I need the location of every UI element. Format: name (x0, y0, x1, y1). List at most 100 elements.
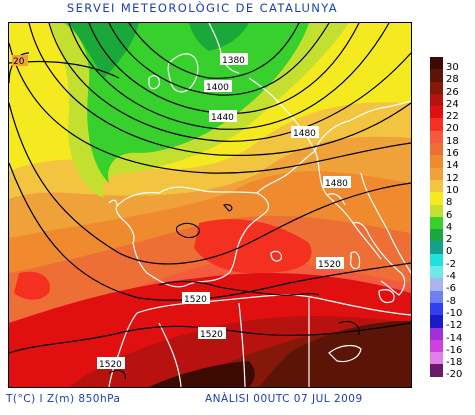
temp-zone-30 (149, 361, 255, 387)
legend-swatch (430, 266, 443, 279)
legend-swatch (430, 229, 443, 242)
contour-label-box (220, 53, 248, 65)
iberian-peninsula-coast (115, 186, 270, 288)
legend-label: 14 (446, 160, 459, 172)
legend-row: 20 (430, 118, 475, 134)
legend-row: -14 (430, 327, 475, 344)
contour-label-box (291, 126, 319, 138)
legend-swatch (430, 352, 443, 365)
legend-swatch (430, 130, 443, 144)
legend-row: 0 (430, 241, 475, 257)
temperature-map: 20 1380 1400 1440 1480 1480 1520 1520 15… (8, 22, 412, 388)
contour-label-box (182, 292, 210, 304)
legend-swatch (430, 81, 443, 94)
contour-label-box (97, 357, 125, 369)
legend-row: -8 (430, 290, 475, 307)
legend-label: -14 (446, 332, 463, 344)
terrain-outline-sw (108, 370, 126, 380)
contour-label-box (316, 257, 344, 269)
legend-swatch (430, 93, 443, 107)
africa-borders (158, 297, 310, 387)
legend-swatch (430, 253, 443, 267)
temp-zone-2-north (189, 23, 249, 51)
legend-swatch (430, 339, 443, 353)
contour-1360 (128, 23, 300, 79)
legend-label: 8 (446, 197, 453, 209)
legend-swatch (430, 290, 443, 303)
contour-label-1440: 1440 (211, 113, 234, 123)
legend-label: 20 (446, 123, 459, 135)
legend-row: -18 (430, 352, 475, 368)
legend-row: 30 (430, 57, 475, 73)
map-variable-label: T(°C) I Z(m) 850hPa (6, 393, 121, 405)
legend-row: -4 (430, 266, 475, 282)
contour-1500 (9, 102, 411, 265)
map-canvas: 20 1380 1400 1440 1480 1480 1520 1520 15… (9, 23, 411, 387)
legend-swatch (430, 167, 443, 180)
sicily (378, 289, 395, 304)
contour-label-1380: 1380 (222, 56, 245, 66)
corsica-sardinia (350, 251, 361, 270)
balearic-islands (270, 250, 282, 262)
legend-row: 2 (430, 229, 475, 245)
contour-label-1520-east: 1520 (318, 260, 341, 270)
legend-swatch (430, 57, 443, 70)
legend-swatch (430, 364, 443, 377)
legend-row: -16 (430, 339, 475, 356)
contour-label-1400: 1400 (206, 83, 229, 93)
legend-row: 26 (430, 81, 475, 98)
temp-zone-20-atlantic (14, 271, 50, 300)
legend-label: 4 (446, 221, 453, 233)
legend-row: 12 (430, 167, 475, 184)
terrain-outline-iberia (175, 222, 200, 239)
legend-label: 28 (446, 74, 459, 86)
legend-label: 16 (446, 148, 459, 160)
ireland (148, 75, 160, 90)
contour-label-1480: 1480 (293, 129, 316, 139)
legend-label: 24 (446, 98, 459, 110)
legend-swatch (430, 204, 443, 217)
legend-swatch (430, 192, 443, 205)
alps-border (326, 193, 370, 236)
terrain-outline-pyrenees (223, 204, 233, 212)
contour-label-box (204, 80, 232, 92)
legend-swatch (430, 155, 443, 168)
temp-zone-20-iberia (194, 219, 312, 274)
legend-label: -8 (446, 295, 456, 307)
legend-swatch (430, 278, 443, 291)
contour-label-box (209, 110, 237, 122)
legend-label: 26 (446, 86, 459, 98)
crete-region (328, 344, 362, 363)
legend-swatch (430, 302, 443, 316)
legend-swatch (430, 69, 443, 82)
legend-label: -20 (446, 369, 463, 381)
legend-label: 18 (446, 135, 459, 147)
legend-row: -6 (430, 278, 475, 294)
legend-swatch (430, 106, 443, 119)
legend-swatch (430, 216, 443, 230)
contour-1480 (9, 42, 411, 174)
legend-row: -10 (430, 302, 475, 319)
contour-1380 (108, 23, 330, 96)
legend-label: -6 (446, 283, 456, 295)
legend-label: 0 (446, 246, 453, 258)
central-europe-border (314, 100, 411, 152)
contour-1440 (48, 23, 411, 142)
legend-row: 18 (430, 130, 475, 147)
legend-label: -16 (446, 344, 463, 356)
temp-zone-28 (259, 321, 411, 387)
contour-label-1520-sw: 1520 (99, 360, 122, 370)
legend-swatch (430, 118, 443, 131)
morocco-coast (108, 312, 138, 387)
legend-label: 12 (446, 172, 459, 184)
legend-label: 30 (446, 62, 459, 73)
contour-label-box (323, 176, 351, 188)
contour-label-20: 20 (13, 57, 25, 67)
legend-label: -4 (446, 271, 456, 283)
contour-label-1520-center: 1520 (184, 295, 207, 305)
france-italy-coast (256, 150, 382, 260)
legend-label: -18 (446, 357, 463, 369)
legend-swatch (430, 315, 443, 328)
legend-label: 22 (446, 111, 459, 123)
adriatic-coast (360, 172, 411, 274)
